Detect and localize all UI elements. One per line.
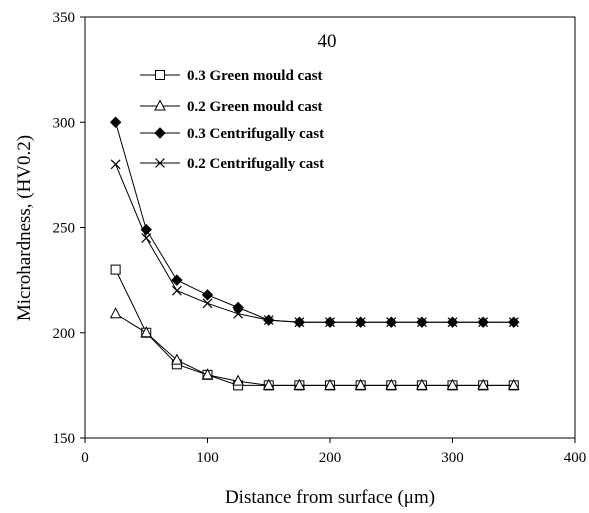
data-point bbox=[478, 317, 489, 328]
legend-marker bbox=[155, 158, 165, 168]
data-point bbox=[110, 159, 121, 170]
x-tick-label: 200 bbox=[319, 450, 342, 466]
data-point bbox=[171, 353, 183, 365]
series-line bbox=[115, 313, 514, 386]
data-point bbox=[232, 301, 244, 314]
data-point bbox=[446, 378, 459, 390]
y-tick-label: 350 bbox=[53, 10, 76, 26]
x-tick-label: 100 bbox=[196, 450, 219, 466]
series-layer bbox=[109, 116, 520, 391]
legend-entry: 0.2 Centrifugally cast bbox=[140, 156, 324, 172]
legend-marker bbox=[154, 127, 166, 139]
data-point bbox=[294, 317, 305, 328]
data-point bbox=[109, 116, 122, 128]
y-tick-label: 300 bbox=[53, 115, 76, 131]
data-point bbox=[141, 233, 152, 243]
y-tick-label: 150 bbox=[53, 431, 76, 447]
data-point bbox=[171, 285, 182, 296]
x-axis-title: Distance from surface (μm) bbox=[225, 487, 435, 508]
plot-area-frame bbox=[84, 16, 576, 439]
legend: 0.3 Green mould cast 0.2 Green mould cast… bbox=[140, 68, 324, 172]
y-tick-label: 250 bbox=[53, 221, 76, 237]
data-point bbox=[385, 378, 398, 390]
legend-label: 0.2 Centrifugally cast bbox=[187, 156, 324, 172]
data-point bbox=[263, 315, 274, 326]
data-point bbox=[233, 308, 244, 319]
data-point bbox=[109, 307, 122, 319]
data-point bbox=[171, 274, 183, 286]
y-axis-title: Microhardness, (HV0.2) bbox=[14, 135, 35, 321]
data-point bbox=[293, 378, 306, 390]
data-point bbox=[140, 326, 153, 338]
data-point bbox=[232, 374, 244, 386]
legend-label: 0.3 Centrifugally cast bbox=[187, 126, 324, 142]
axes: 0 100 200 300 400 150 200 250 300 350 bbox=[53, 10, 587, 466]
legend-label: 0.3 Green mould cast bbox=[187, 68, 323, 84]
legend-label: 0.2 Green mould cast bbox=[187, 99, 323, 115]
data-point bbox=[201, 368, 214, 380]
x-tick-label: 400 bbox=[564, 450, 587, 466]
series-line bbox=[115, 164, 514, 323]
x-tick-label: 300 bbox=[441, 450, 464, 466]
data-point bbox=[325, 317, 335, 328]
legend-entry: 0.2 Green mould cast bbox=[140, 99, 323, 115]
data-point bbox=[110, 264, 121, 275]
data-point bbox=[386, 317, 397, 328]
legend-entry: 0.3 Centrifugally cast bbox=[140, 126, 324, 142]
data-point bbox=[507, 378, 520, 390]
data-point bbox=[447, 317, 458, 328]
series-3 bbox=[109, 116, 520, 328]
series-2 bbox=[109, 307, 520, 390]
data-point bbox=[477, 378, 489, 390]
y-tick-label: 200 bbox=[53, 326, 76, 342]
chart-annotation: 40 bbox=[318, 31, 337, 52]
legend-marker bbox=[155, 70, 165, 80]
x-tick-label: 0 bbox=[81, 450, 89, 466]
data-point bbox=[324, 378, 336, 390]
data-point bbox=[416, 317, 427, 328]
legend-marker bbox=[154, 99, 166, 111]
data-point bbox=[262, 378, 275, 390]
series-4 bbox=[110, 159, 519, 328]
data-point bbox=[508, 317, 519, 328]
series-1 bbox=[110, 264, 519, 391]
data-point bbox=[355, 317, 366, 328]
data-point bbox=[202, 298, 213, 309]
data-point bbox=[354, 378, 367, 390]
data-point bbox=[416, 378, 428, 390]
legend-entry: 0.3 Green mould cast bbox=[140, 68, 323, 84]
data-point bbox=[201, 289, 214, 301]
